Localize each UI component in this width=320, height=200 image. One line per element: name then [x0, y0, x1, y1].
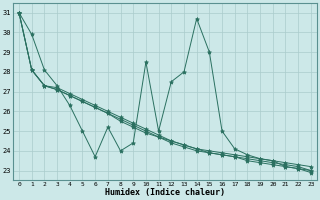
X-axis label: Humidex (Indice chaleur): Humidex (Indice chaleur)	[105, 188, 225, 197]
